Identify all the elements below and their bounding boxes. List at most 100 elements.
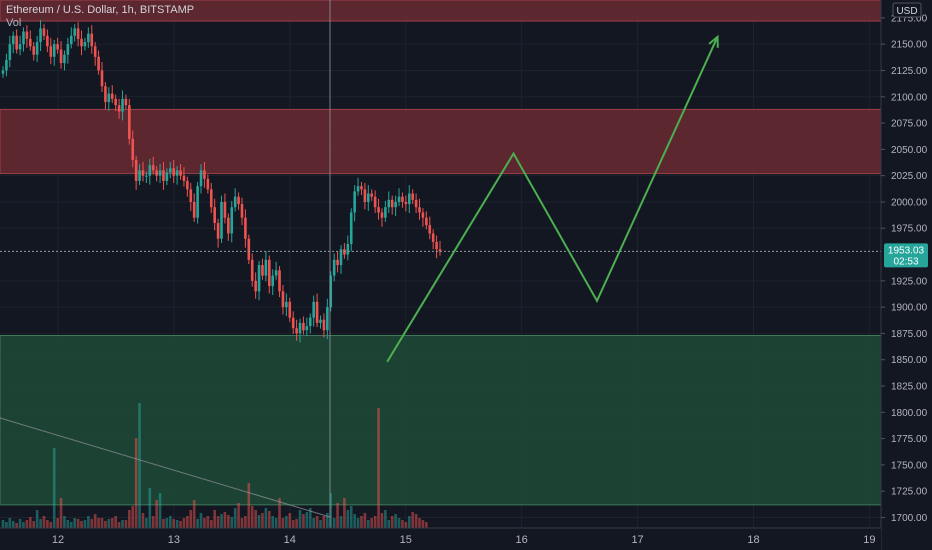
candle-body <box>431 233 435 242</box>
candle-body <box>158 170 162 176</box>
candle-body <box>66 44 70 55</box>
candle-body <box>302 322 305 331</box>
candle-body <box>373 196 377 208</box>
volume-bar <box>49 522 53 528</box>
candle-body <box>189 189 193 202</box>
candle-body <box>100 70 104 87</box>
candle-body <box>322 319 326 331</box>
candle-body <box>367 193 370 202</box>
volume-bar <box>326 513 329 528</box>
volume-bar <box>131 506 135 528</box>
volume-bar <box>339 516 343 528</box>
projection-path[interactable] <box>386 36 719 363</box>
candle-body <box>128 105 131 139</box>
volume-bar <box>148 488 152 528</box>
candle-body <box>250 259 254 281</box>
volume-bar <box>59 498 63 528</box>
price-axis-ticks: 2175.00 2150.00 2125.00 2100.00 2075.00 2050.… <box>881 13 928 524</box>
price-tick-label: 1700.00 <box>891 513 928 524</box>
last-price-value: 1953.03 <box>888 245 925 256</box>
volume-bar <box>46 520 49 528</box>
volume-bar <box>203 518 206 528</box>
candle-body <box>104 86 107 103</box>
price-axis-panel[interactable] <box>881 0 932 550</box>
volume-bar <box>387 520 391 528</box>
candle-body <box>216 222 220 239</box>
volume-bar <box>18 519 22 528</box>
price-tick-label: 2025.00 <box>891 171 928 182</box>
volume-bar <box>380 513 384 528</box>
volume-bar <box>124 520 128 528</box>
volume-bar <box>264 508 268 528</box>
currency-badge[interactable]: USD <box>892 2 922 18</box>
symbol-title[interactable]: Ethereum / U.S. Dollar, 1h, BITSTAMP <box>6 4 195 16</box>
volume-bar <box>117 522 121 528</box>
time-axis-panel[interactable] <box>0 528 881 550</box>
candle-body <box>107 93 111 103</box>
candle-body <box>295 328 298 334</box>
volume-bar <box>76 519 80 528</box>
candle-body <box>370 193 374 197</box>
candle-body <box>336 259 339 266</box>
candle-body <box>315 301 319 323</box>
candle-body <box>69 35 73 45</box>
volume-bar <box>93 514 97 528</box>
price-tick-label: 1725.00 <box>891 487 928 498</box>
candle-body <box>326 307 329 331</box>
price-tick-label: 1900.00 <box>891 303 928 314</box>
candle-body <box>220 201 223 239</box>
volume-bar <box>155 500 158 528</box>
candle-body <box>83 42 87 47</box>
volume-bar <box>15 523 18 528</box>
candle-body <box>394 201 397 208</box>
volume-bar <box>83 520 87 528</box>
volume-bar <box>134 438 138 528</box>
candle-body <box>397 196 401 202</box>
volume-bar <box>373 516 377 528</box>
candle-body <box>291 317 295 329</box>
time-tick-label: 14 <box>284 534 296 546</box>
volume-bar <box>377 408 380 528</box>
candle-body <box>240 204 244 218</box>
candle-body <box>76 28 80 39</box>
volume-bar <box>295 519 298 528</box>
candle-body <box>25 31 29 39</box>
candle-body <box>339 249 343 266</box>
volume-bar <box>25 520 29 528</box>
volume-bar <box>158 493 162 528</box>
candle-body <box>353 191 356 213</box>
price-tick-label: 1775.00 <box>891 434 928 445</box>
candle-body <box>414 199 418 208</box>
candle-body <box>363 189 367 202</box>
candle-body <box>384 207 387 218</box>
volume-bar <box>329 493 333 528</box>
volume-bar <box>407 516 411 528</box>
volume-bar <box>349 506 353 528</box>
candle-body <box>285 301 288 308</box>
volume-bar <box>206 516 210 528</box>
candle-body <box>288 301 292 318</box>
volume-bar <box>319 520 322 528</box>
candle-body <box>360 186 363 190</box>
price-tick-label: 1925.00 <box>891 276 928 287</box>
candle-body <box>267 259 271 287</box>
volume-bar <box>363 513 367 528</box>
volume-bar <box>22 522 25 528</box>
volume-bar <box>233 508 237 528</box>
candle-body <box>380 212 384 218</box>
volume-bar <box>100 518 104 528</box>
volume-bar <box>168 516 172 528</box>
candle-body <box>192 201 196 218</box>
volume-bar <box>141 513 145 528</box>
price-tick-label: 1800.00 <box>891 408 928 419</box>
volume-bar <box>175 520 179 528</box>
volume-bar <box>425 522 428 528</box>
volume-bar <box>360 516 363 528</box>
volume-bar <box>56 518 59 528</box>
price-zones <box>0 0 882 506</box>
candle-body <box>281 291 285 308</box>
volume-bar <box>336 503 339 528</box>
candle-body <box>11 35 15 45</box>
price-tick-label: 1975.00 <box>891 224 928 235</box>
